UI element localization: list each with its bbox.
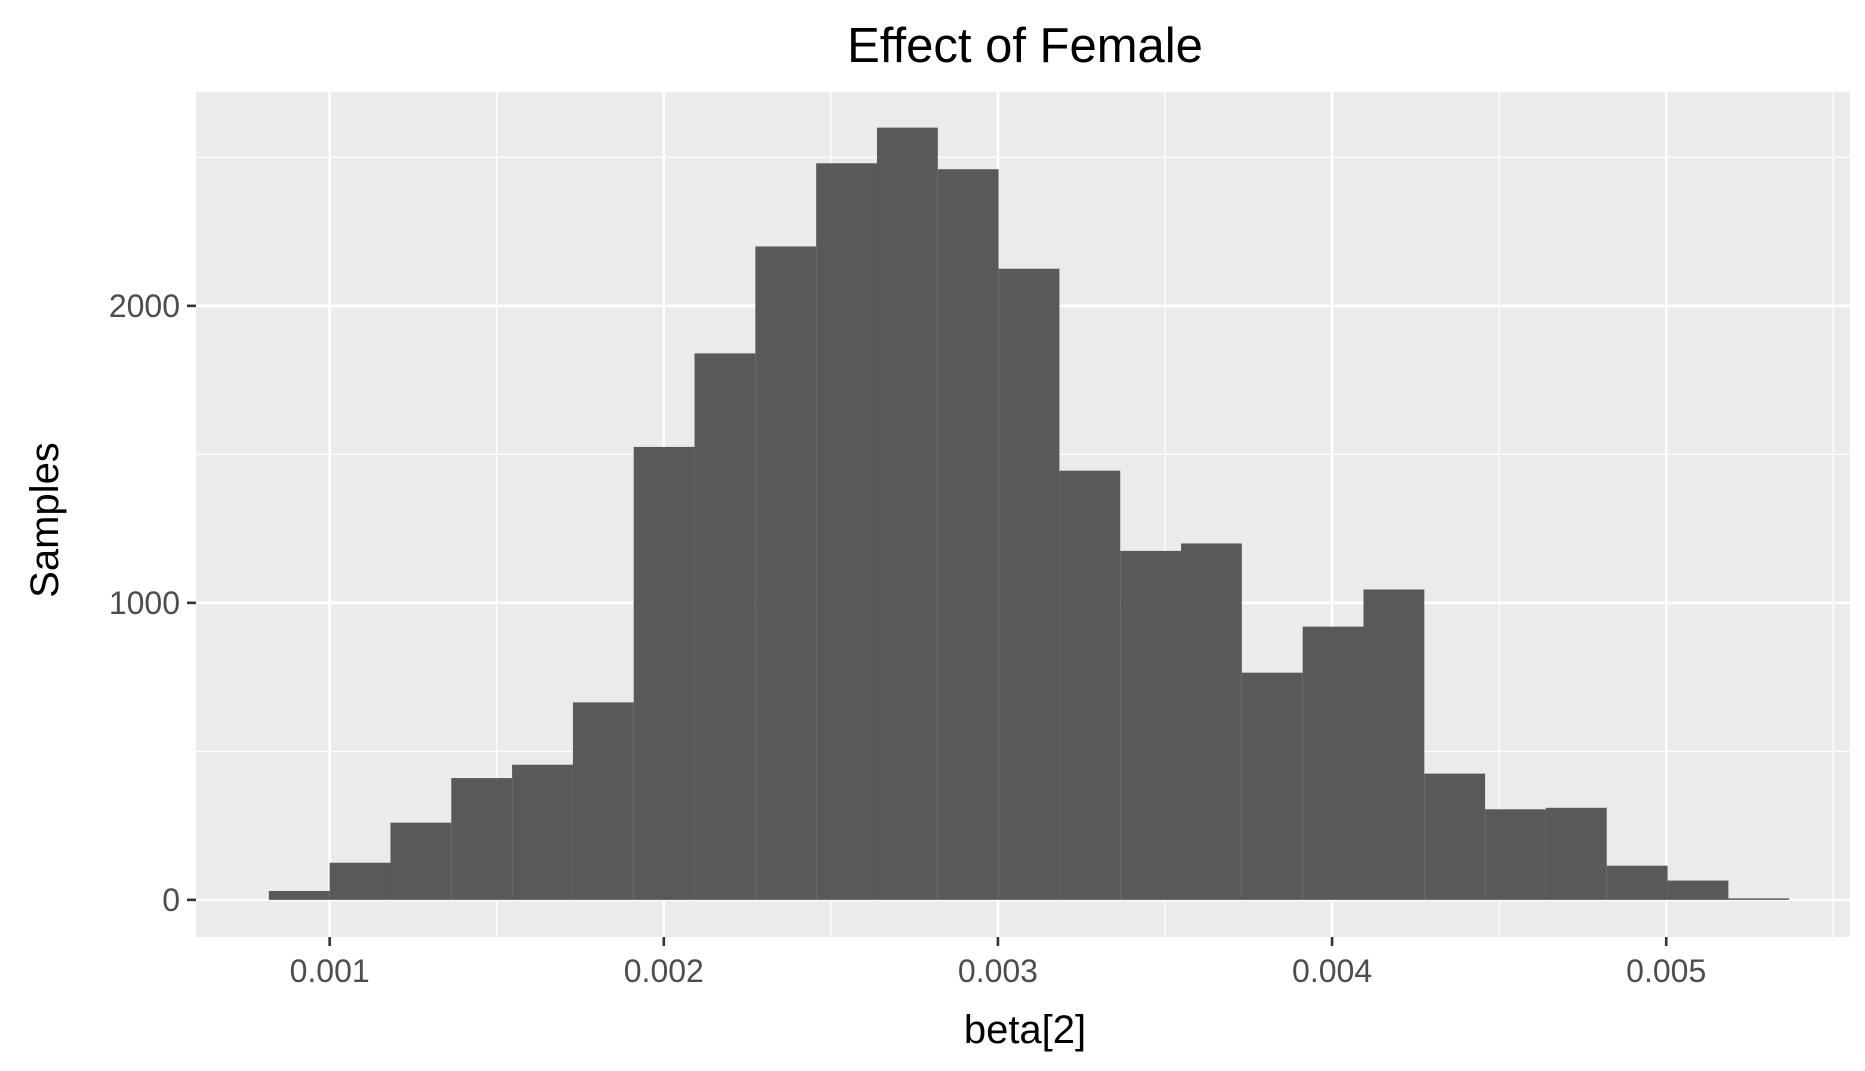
x-tick-label: 0.002 <box>624 953 704 989</box>
histogram-bar <box>1059 470 1121 900</box>
histogram-bar <box>1241 672 1303 900</box>
x-tick-label: 0.001 <box>290 953 370 989</box>
histogram-bar <box>1667 880 1729 900</box>
histogram-bar <box>998 268 1060 900</box>
histogram-bars <box>268 127 1790 900</box>
x-axis-label: beta[2] <box>964 1008 1086 1052</box>
histogram-bar <box>1485 809 1546 900</box>
histogram-bar <box>1181 543 1242 900</box>
y-axis-label: Samples <box>23 442 67 598</box>
histogram-bar <box>876 127 938 900</box>
histogram-bar <box>816 163 877 900</box>
histogram-bar <box>572 702 634 900</box>
histogram-bar <box>1545 807 1607 900</box>
histogram-bar <box>633 446 695 900</box>
histogram-bar <box>1728 898 1790 900</box>
x-axis: 0.001 0.002 0.003 0.004 0.005 <box>290 937 1706 989</box>
histogram-bar <box>937 169 999 900</box>
histogram-bar <box>1424 773 1486 900</box>
y-axis: 0 1000 2000 <box>109 288 196 918</box>
histogram-bar <box>1606 865 1668 900</box>
histogram-bar <box>512 764 573 900</box>
histogram-bar <box>694 353 756 900</box>
y-tick-label: 1000 <box>109 585 180 621</box>
x-tick-label: 0.004 <box>1292 953 1372 989</box>
y-tick-label: 0 <box>162 882 180 918</box>
chart-title: Effect of Female <box>847 19 1203 73</box>
y-tick-label: 2000 <box>109 288 180 324</box>
histogram-bar <box>451 778 513 900</box>
x-tick-label: 0.005 <box>1626 953 1706 989</box>
x-tick-label: 0.003 <box>958 953 1038 989</box>
histogram-bar <box>755 246 817 900</box>
histogram-bar <box>390 822 452 900</box>
histogram-bar <box>1120 550 1182 900</box>
histogram-bar <box>1302 626 1364 900</box>
histogram-bar <box>329 862 391 900</box>
histogram-bar <box>1363 589 1425 900</box>
histogram-bar <box>268 890 330 900</box>
